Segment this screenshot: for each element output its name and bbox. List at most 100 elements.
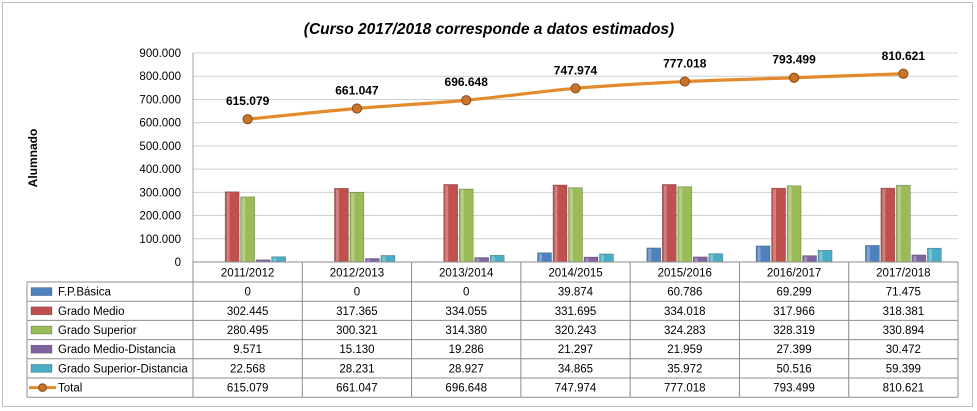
- bar-grado-medio-distancia: [474, 257, 490, 263]
- bar-grado-superior-distancia: [271, 256, 286, 263]
- bar-highlight: [773, 189, 777, 262]
- legend-entry: Total: [58, 383, 82, 395]
- bar-grado-superior-distancia: [817, 249, 833, 263]
- bar-grado-superior: [677, 186, 693, 263]
- bar-grado-superior: [786, 185, 802, 263]
- bar-grado-superior-distancia: [489, 254, 505, 263]
- table-row-f-p-basica: F.P.Básica 0 0 0 39.874 60.786 69.299 71.475: [30, 287, 921, 299]
- bar-highlight: [226, 192, 230, 262]
- table-cell-value: 15.130: [339, 344, 374, 356]
- bar-highlight: [585, 258, 589, 262]
- bar-grado-medio-distancia: [692, 256, 708, 263]
- bar-highlight: [710, 254, 714, 262]
- bar-highlight: [570, 188, 573, 262]
- total-point: [898, 68, 909, 79]
- y-tick-label: 400.000: [139, 164, 181, 176]
- bar-grado-medio: [224, 191, 240, 263]
- table-cell-value: 28.927: [449, 363, 484, 375]
- table-cell-value: 60.786: [667, 287, 702, 299]
- table-row-grado-superior-distancia: Grado Superior-Distancia 22.568 28.231 28.9…: [30, 363, 921, 375]
- table-cell-value: 300.321: [336, 325, 378, 337]
- bar-grado-medio-distancia: [802, 255, 817, 263]
- table-cell-value: 615.079: [227, 383, 269, 395]
- table-cell-value: 810.621: [883, 383, 925, 395]
- bar-grado-medio: [443, 184, 459, 263]
- bar-grado-superior: [896, 184, 911, 263]
- bar-grado-superior-distancia: [708, 253, 724, 263]
- x-tick-label: 2015/2016: [658, 268, 712, 280]
- table-cell-value: 9.571: [233, 344, 262, 356]
- table-cell-value: 30.472: [886, 344, 921, 356]
- legend-entry: Grado Superior-Distancia: [58, 363, 188, 375]
- legend-entry: Grado Superior: [58, 325, 137, 337]
- total-point: [461, 95, 472, 106]
- bar-highlight: [351, 193, 355, 262]
- bar-highlight: [819, 251, 823, 262]
- bar-highlight: [679, 187, 683, 262]
- table-cell-value: 21.959: [667, 344, 702, 356]
- table-cell-value: 793.499: [773, 383, 815, 395]
- table-row-grado-medio: Grado Medio 302.445 317.365 334.055 331.695 3…: [30, 306, 924, 318]
- total-point: [242, 114, 253, 125]
- table-row-grado-superior: Grado Superior 280.495 300.321 314.380 320.2…: [30, 325, 925, 337]
- table-cell-value: 59.399: [886, 363, 921, 375]
- bar-highlight: [694, 257, 698, 262]
- y-axis-ticks: 0 100.000 200.000 300.000 400.000 500.000 600.…: [139, 48, 181, 269]
- bar-grado-superior: [349, 191, 365, 263]
- bar-grado-medio: [661, 184, 677, 263]
- y-tick-label: 100.000: [139, 234, 181, 246]
- x-tick-label: 2016/2017: [767, 268, 821, 280]
- legend-marker-total: [38, 383, 47, 392]
- bar-highlight: [476, 258, 480, 262]
- chart-title: (Curso 2017/2018 corresponde a datos est…: [304, 21, 674, 38]
- table-cell-value: 35.972: [667, 363, 702, 375]
- legend-swatch-grado-superior-distancia: [30, 364, 53, 373]
- y-tick-label: 800.000: [139, 71, 181, 83]
- table-cell-value: 71.475: [886, 287, 921, 299]
- bar-grado-superior: [458, 188, 474, 263]
- bar-highlight: [897, 186, 901, 262]
- table-cell-value: 22.568: [230, 363, 265, 375]
- table-cell-value: 27.399: [776, 344, 811, 356]
- bar-grado-medio: [334, 188, 349, 263]
- total-data-label: 615.079: [226, 94, 270, 108]
- bar-grado-superior-distancia: [380, 255, 396, 263]
- bar-grado-superior: [568, 187, 583, 263]
- bar-highlight: [491, 256, 495, 262]
- bar-highlight: [242, 197, 246, 262]
- x-tick-label: 2012/2013: [330, 268, 384, 280]
- legend-entry: F.P.Básica: [58, 287, 111, 299]
- x-tick-label: 2013/2014: [439, 268, 494, 280]
- table-cell-value: 0: [244, 287, 250, 299]
- bar-grado-medio: [771, 187, 786, 263]
- legend-swatch-f-p-basica: [30, 287, 53, 296]
- table-cell-value: 0: [354, 287, 360, 299]
- bars: [224, 184, 942, 263]
- bar-grado-medio-distancia: [911, 254, 927, 263]
- x-tick-label: 2011/2012: [221, 268, 275, 280]
- table-cell-value: 334.055: [445, 306, 487, 318]
- y-tick-label: 900.000: [139, 48, 181, 60]
- table-cell-value: 747.974: [555, 383, 597, 395]
- legend-swatch-grado-medio: [30, 306, 53, 316]
- table-cell-value: 302.445: [227, 306, 269, 318]
- table-cell-value: 50.516: [776, 363, 811, 375]
- bar-highlight: [866, 246, 870, 262]
- bar-highlight: [913, 255, 917, 262]
- bar-f-p-basica: [537, 252, 552, 263]
- bar-grado-medio-distancia: [365, 258, 380, 263]
- table-cell-value: 317.365: [336, 306, 378, 318]
- total-line: 615.079 661.047 696.648 747.974 777.018 793.4…: [226, 49, 925, 125]
- table-cell-value: 34.865: [558, 363, 593, 375]
- data-table: 2011/2012 2012/2013 2013/2014 2014/2015 2015…: [26, 261, 959, 398]
- table-cell-value: 777.018: [664, 383, 706, 395]
- y-tick-label: 200.000: [139, 211, 181, 223]
- table-cell-value: 19.286: [449, 344, 484, 356]
- table-cell-value: 324.283: [664, 325, 706, 337]
- y-tick-label: 300.000: [139, 187, 181, 199]
- bar-highlight: [601, 254, 604, 262]
- chart-frame: [2, 2, 973, 407]
- table-cell-value: 314.380: [445, 325, 487, 337]
- x-tick-label: 2017/2018: [876, 268, 930, 280]
- table-row-total: Total 615.079 661.047 696.648 747.974 777.018…: [29, 383, 924, 395]
